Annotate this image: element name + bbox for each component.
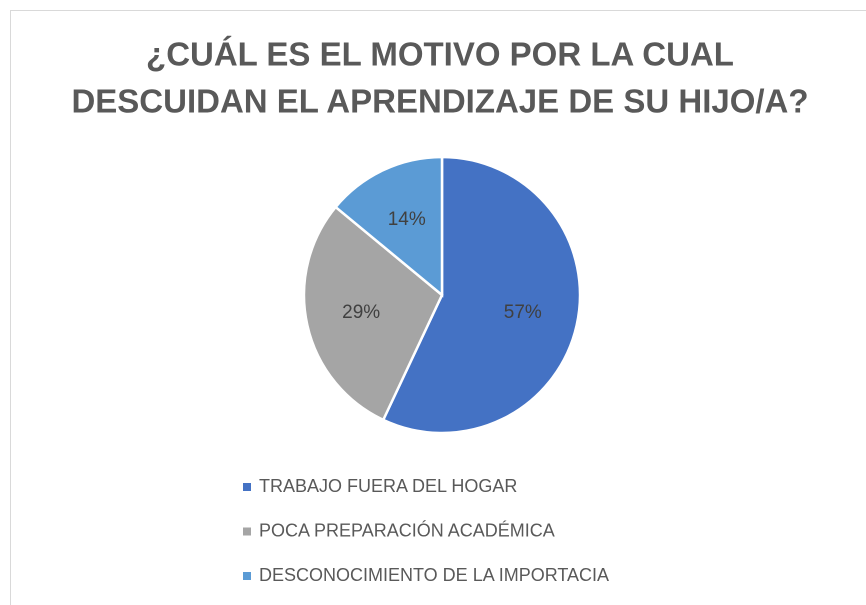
chart-title: ¿CUÁL ES EL MOTIVO POR LA CUAL — [146, 36, 734, 73]
legend-swatch — [243, 483, 251, 491]
data-label: 14% — [388, 209, 426, 230]
pie-slice — [381, 155, 582, 435]
chart-title: DESCUIDAN EL APRENDIZAJE DE SU HIJO/A? — [71, 83, 808, 120]
legend-swatch — [243, 527, 251, 536]
legend-label: TRABAJO FUERA DEL HOGAR — [259, 476, 517, 496]
pie-slice — [333, 155, 444, 298]
legend-swatch — [243, 572, 251, 580]
data-label: 29% — [342, 302, 380, 323]
data-label: 57% — [504, 302, 542, 323]
legend-label: DESCONOCIMIENTO DE LA IMPORTACIA — [259, 565, 609, 585]
legend-label: POCA PREPARACIÓN ACADÉMICA — [259, 519, 555, 540]
pie-slice — [302, 205, 444, 422]
